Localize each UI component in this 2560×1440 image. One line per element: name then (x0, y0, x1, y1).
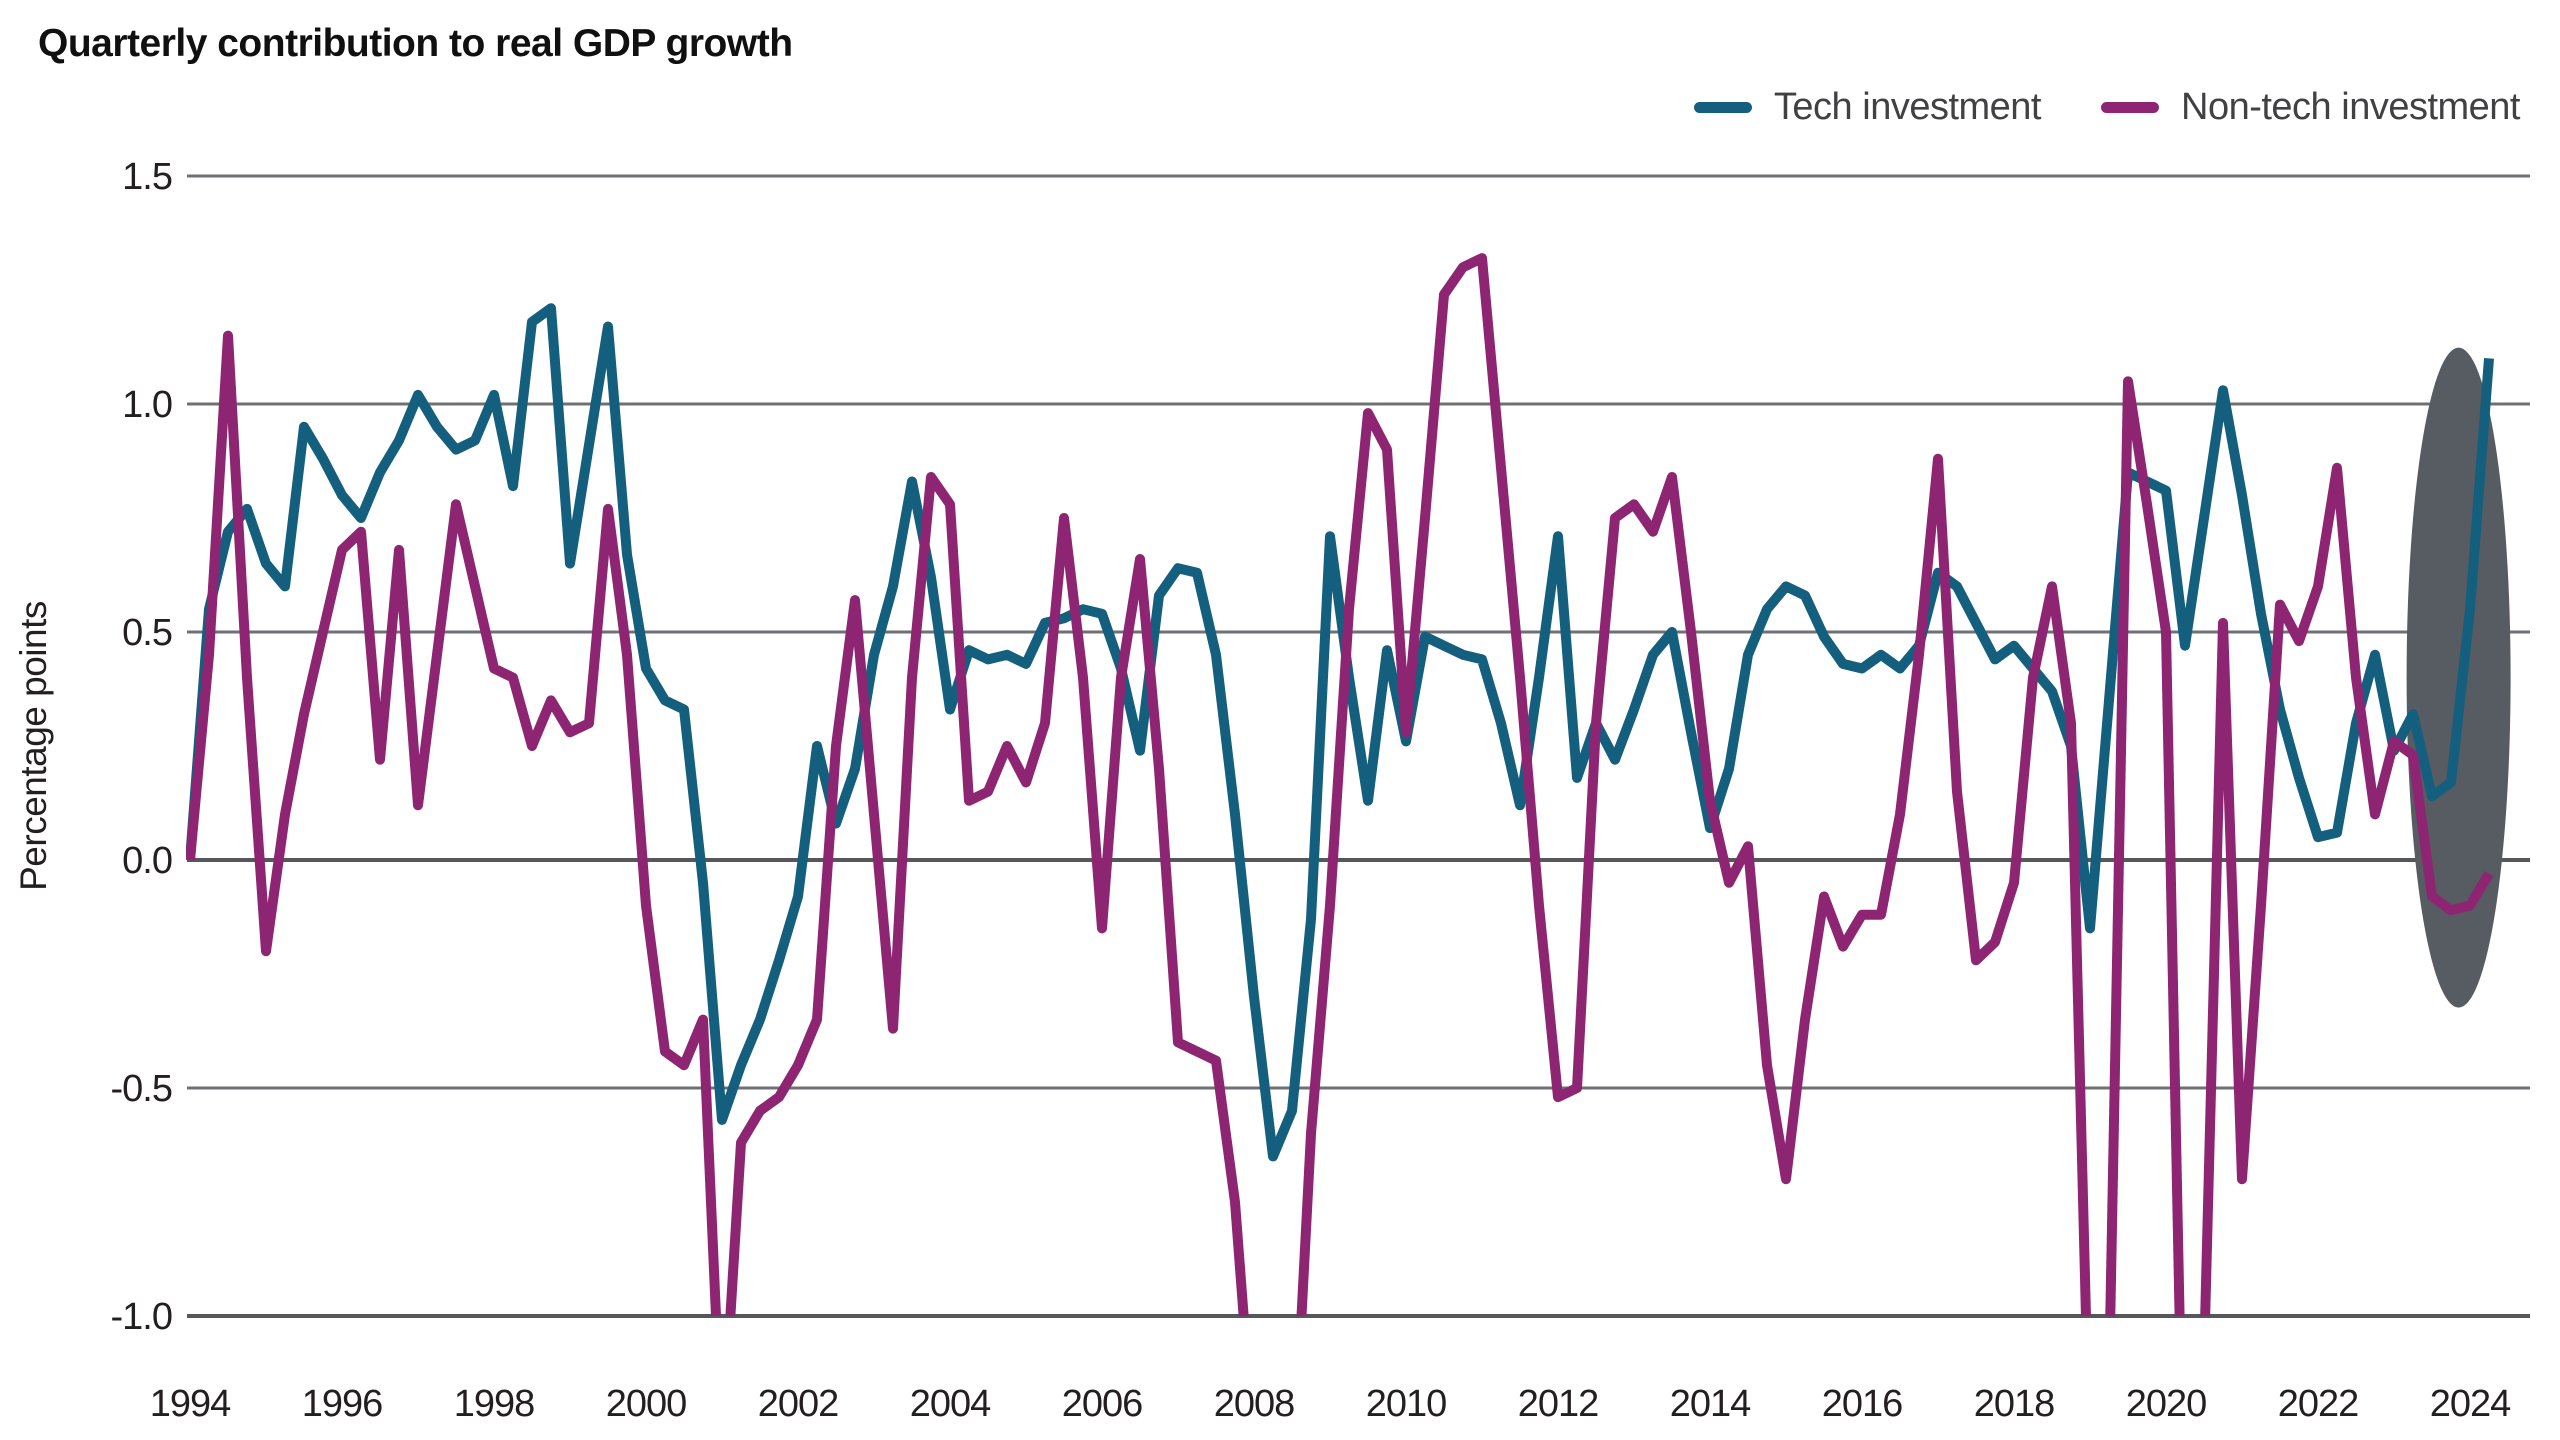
y-tick-label: -1.0 (111, 1296, 172, 1338)
x-tick-label: 1998 (454, 1383, 535, 1425)
tech-investment-line (186, 303, 2494, 1162)
y-tick-label: 0.0 (122, 840, 172, 882)
chart-title: Quarterly contribution to real GDP growt… (38, 22, 793, 65)
tech-line-swatch-icon (1693, 102, 1752, 113)
x-tick-label: 1996 (302, 1383, 383, 1425)
x-tick-label: 2016 (1822, 1383, 1903, 1425)
y-tick-label: 1.0 (122, 384, 172, 426)
x-tick-label: 2000 (606, 1383, 687, 1425)
x-tick-label: 2002 (758, 1383, 839, 1425)
x-tick-label: 2022 (2278, 1383, 2359, 1425)
x-tick-label: 1994 (150, 1383, 231, 1425)
legend-item-tech: Tech investment (1693, 86, 2042, 129)
x-tick-label: 2020 (2126, 1383, 2207, 1425)
legend: Tech investment Non-tech investment (1693, 86, 2521, 129)
y-tick-label: 0.5 (122, 612, 172, 654)
y-axis-title: Percentage points (13, 601, 54, 891)
y-tick-label: 1.5 (122, 156, 172, 198)
x-tick-label: 2012 (1518, 1383, 1599, 1425)
x-tick-label: 2018 (1974, 1383, 2055, 1425)
nontech-investment-line (186, 253, 2494, 1316)
nontech-line-swatch-icon (2101, 102, 2159, 113)
y-tick-label: -0.5 (111, 1068, 172, 1110)
x-tick-label: 2010 (1366, 1383, 1447, 1425)
legend-label-nontech: Non-tech investment (2181, 86, 2521, 128)
x-tick-label: 2014 (1670, 1383, 1751, 1425)
x-tick-label: 2004 (910, 1383, 991, 1425)
legend-item-nontech: Non-tech investment (2101, 86, 2521, 129)
legend-label-tech: Tech investment (1773, 86, 2042, 128)
x-tick-label: 2008 (1214, 1383, 1295, 1425)
x-tick-label: 2024 (2430, 1383, 2511, 1425)
x-tick-label: 2006 (1062, 1383, 1143, 1425)
